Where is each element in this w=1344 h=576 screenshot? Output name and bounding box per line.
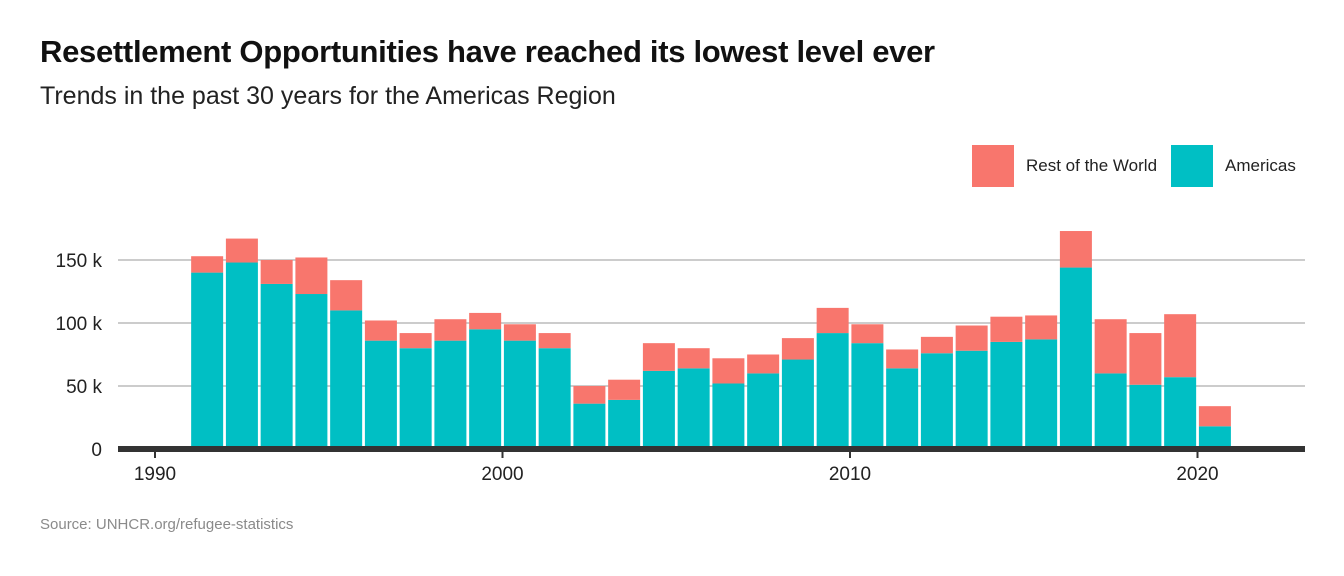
bar-americas bbox=[1094, 373, 1127, 449]
bar-americas bbox=[191, 272, 224, 449]
bar-rest-of-world bbox=[642, 343, 675, 371]
bar-americas bbox=[1129, 384, 1162, 449]
bar-rest-of-world bbox=[330, 280, 363, 311]
bar-americas bbox=[538, 348, 571, 449]
bar-americas bbox=[1198, 426, 1231, 449]
bar-rest-of-world bbox=[886, 349, 919, 369]
bar-rest-of-world bbox=[434, 319, 467, 341]
bar-rest-of-world bbox=[712, 358, 745, 384]
bar-rest-of-world bbox=[1198, 406, 1231, 427]
bar-rest-of-world bbox=[503, 324, 536, 341]
bar-rest-of-world bbox=[191, 256, 224, 273]
bar-rest-of-world bbox=[1059, 231, 1092, 268]
bar-americas bbox=[1059, 267, 1092, 449]
bar-americas bbox=[677, 368, 710, 449]
bar-rest-of-world bbox=[399, 333, 432, 349]
bar-rest-of-world bbox=[851, 324, 884, 344]
bar-americas bbox=[608, 399, 641, 449]
bar-americas bbox=[573, 403, 606, 449]
bar-rest-of-world bbox=[1025, 315, 1058, 340]
legend-item-americas: Americas bbox=[1171, 145, 1296, 187]
bar-rest-of-world bbox=[573, 386, 606, 404]
bar-rest-of-world bbox=[469, 312, 502, 330]
legend-label-americas: Americas bbox=[1225, 156, 1296, 175]
bar-rest-of-world bbox=[1164, 314, 1197, 378]
bar-americas bbox=[642, 370, 675, 449]
bar-americas bbox=[747, 373, 780, 449]
legend-swatch-americas bbox=[1171, 145, 1213, 187]
bar-americas bbox=[260, 283, 293, 449]
bar-rest-of-world bbox=[781, 338, 814, 360]
bar-americas bbox=[886, 368, 919, 449]
legend-item-rest-of-world: Rest of the World bbox=[972, 145, 1157, 187]
bar-rest-of-world bbox=[295, 257, 328, 295]
bar-americas bbox=[503, 340, 536, 449]
bar-americas bbox=[330, 310, 363, 449]
bar-americas bbox=[920, 353, 953, 449]
y-tick-label: 150 k bbox=[56, 251, 103, 272]
bar-americas bbox=[364, 340, 397, 449]
bar-americas bbox=[434, 340, 467, 449]
bar-rest-of-world bbox=[260, 260, 293, 284]
bar-americas bbox=[225, 262, 258, 449]
x-tick-label: 1990 bbox=[134, 464, 176, 485]
bar-rest-of-world bbox=[364, 320, 397, 341]
chart-title: Resettlement Opportunities have reached … bbox=[40, 34, 935, 69]
bar-americas bbox=[399, 348, 432, 449]
bar-americas bbox=[816, 333, 849, 449]
x-tick-label: 2010 bbox=[829, 464, 871, 485]
bar-americas bbox=[1164, 377, 1197, 449]
bar-rest-of-world bbox=[1094, 319, 1127, 374]
bar-americas bbox=[851, 343, 884, 449]
bar-rest-of-world bbox=[990, 316, 1023, 342]
bar-rest-of-world bbox=[1129, 333, 1162, 385]
bar-rest-of-world bbox=[225, 238, 258, 263]
y-tick-label: 0 bbox=[91, 440, 102, 461]
y-tick-label: 50 k bbox=[66, 377, 102, 398]
bar-americas bbox=[295, 294, 328, 449]
bar-americas bbox=[990, 341, 1023, 449]
x-tick-label: 2000 bbox=[481, 464, 523, 485]
source-note: Source: UNHCR.org/refugee-statistics bbox=[40, 516, 294, 533]
bar-rest-of-world bbox=[677, 348, 710, 369]
y-tick-label: 100 k bbox=[56, 314, 103, 335]
bar-americas bbox=[955, 350, 988, 449]
legend-label-rest-of-world: Rest of the World bbox=[1026, 156, 1158, 175]
bar-rest-of-world bbox=[920, 336, 953, 354]
bar-americas bbox=[1025, 339, 1058, 449]
bar-rest-of-world bbox=[955, 325, 988, 351]
bar-americas bbox=[781, 359, 814, 449]
x-tick-label: 2020 bbox=[1176, 464, 1218, 485]
bar-rest-of-world bbox=[747, 354, 780, 374]
legend-swatch-rest-of-world bbox=[972, 145, 1014, 187]
bar-rest-of-world bbox=[538, 333, 571, 349]
bar-americas bbox=[469, 329, 502, 449]
bar-rest-of-world bbox=[816, 307, 849, 334]
bar-americas bbox=[712, 383, 745, 449]
chart-subtitle: Trends in the past 30 years for the Amer… bbox=[40, 82, 616, 110]
bar-rest-of-world bbox=[608, 379, 641, 400]
